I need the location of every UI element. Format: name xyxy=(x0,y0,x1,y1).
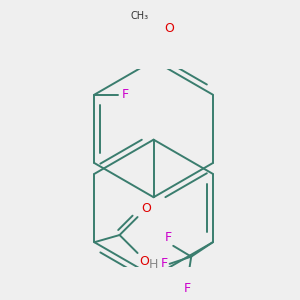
Text: F: F xyxy=(184,282,191,295)
Text: CH₃: CH₃ xyxy=(130,11,148,21)
Text: F: F xyxy=(164,231,171,244)
Text: H: H xyxy=(148,258,158,272)
Text: O: O xyxy=(141,202,151,215)
Text: O: O xyxy=(140,255,149,268)
Text: F: F xyxy=(161,257,168,270)
Text: O: O xyxy=(164,22,174,35)
Text: F: F xyxy=(122,88,128,101)
